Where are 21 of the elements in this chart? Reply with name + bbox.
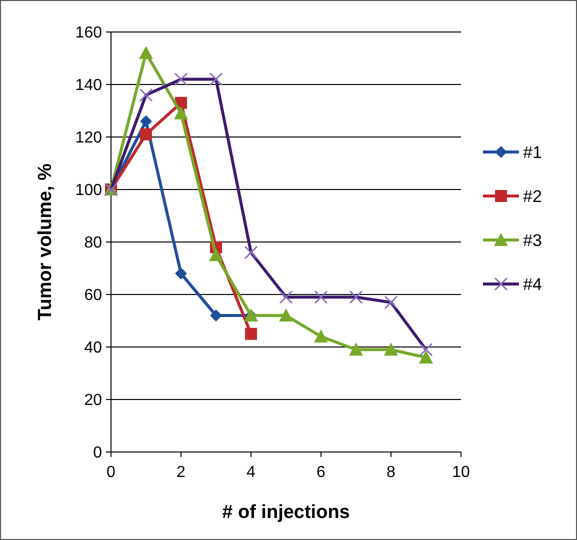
- y-tick-label: 40: [84, 340, 102, 357]
- x-tick-label: 0: [106, 464, 116, 481]
- x-tick-label: 4: [246, 464, 256, 481]
- y-tick-label: 80: [84, 234, 102, 252]
- x-axis-title: # of injections: [222, 502, 350, 523]
- legend-label: #3: [523, 230, 542, 250]
- legend-label: #4: [523, 274, 542, 294]
- y-axis-title: Tumor volume, %: [35, 163, 56, 320]
- y-tick-label: 20: [84, 392, 102, 410]
- x-tick-label: 8: [386, 464, 396, 481]
- x-tick-label: 6: [316, 464, 326, 481]
- legend-label: #1: [523, 142, 542, 162]
- x-tick-label: 2: [176, 464, 186, 481]
- y-tick-label: 100: [75, 182, 102, 200]
- y-tick-label: 0: [93, 444, 102, 462]
- y-tick-label: 60: [84, 287, 102, 304]
- y-tick-label: 120: [75, 130, 102, 147]
- y-tick-label: 160: [75, 24, 102, 42]
- x-tick-label: 10: [452, 464, 470, 481]
- y-tick-label: 140: [75, 77, 102, 94]
- legend-label: #2: [523, 186, 542, 206]
